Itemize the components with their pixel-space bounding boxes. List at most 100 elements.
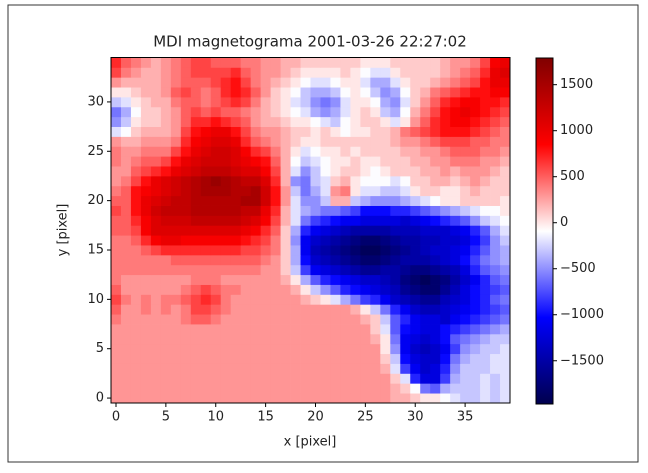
heatmap-cell bbox=[160, 353, 172, 364]
heatmap-cell bbox=[200, 284, 212, 295]
heatmap-cell bbox=[490, 373, 501, 384]
heatmap-cell bbox=[320, 146, 331, 157]
heatmap-cell bbox=[220, 96, 232, 108]
heatmap-cell bbox=[200, 57, 212, 68]
heatmap-cell bbox=[290, 245, 301, 256]
heatmap-cell bbox=[460, 393, 471, 404]
heatmap-cell bbox=[340, 343, 351, 355]
heatmap-cell bbox=[490, 146, 501, 157]
heatmap-cell bbox=[350, 96, 361, 108]
colorbar bbox=[535, 57, 554, 405]
heatmap-cell bbox=[230, 175, 242, 187]
heatmap-cell bbox=[270, 225, 281, 236]
heatmap-cell bbox=[470, 185, 481, 197]
heatmap-cell bbox=[450, 116, 461, 127]
heatmap-cell bbox=[340, 106, 351, 118]
heatmap-cell bbox=[340, 166, 351, 177]
heatmap-cell bbox=[190, 274, 202, 285]
heatmap-cell bbox=[200, 96, 212, 108]
heatmap-cell bbox=[230, 314, 242, 325]
heatmap-cell bbox=[320, 304, 331, 315]
heatmap-cell bbox=[140, 235, 152, 246]
heatmap-cell bbox=[500, 96, 511, 108]
heatmap-cell bbox=[170, 363, 182, 374]
heatmap-cell bbox=[420, 96, 431, 108]
heatmap-cell bbox=[200, 215, 212, 226]
heatmap-cell bbox=[280, 126, 291, 137]
heatmap-cell bbox=[180, 235, 192, 246]
heatmap-cell bbox=[111, 77, 122, 88]
heatmap-cell bbox=[130, 185, 142, 197]
heatmap-cell bbox=[450, 245, 461, 256]
heatmap-cell bbox=[280, 175, 291, 187]
heatmap-cell bbox=[420, 373, 431, 384]
heatmap-cell bbox=[440, 195, 451, 206]
heatmap-cell bbox=[130, 146, 142, 157]
heatmap-cell bbox=[290, 146, 301, 157]
heatmap-cell bbox=[400, 314, 411, 325]
heatmap-cell bbox=[350, 67, 361, 78]
heatmap-cell bbox=[120, 225, 132, 236]
heatmap-cell bbox=[200, 304, 212, 315]
heatmap-cell bbox=[150, 383, 162, 394]
heatmap-cell bbox=[270, 106, 281, 118]
heatmap-cell bbox=[310, 343, 321, 355]
heatmap-cell bbox=[430, 106, 441, 118]
heatmap-cell bbox=[410, 264, 421, 276]
heatmap-cell bbox=[330, 116, 341, 127]
heatmap-cell bbox=[410, 77, 421, 88]
heatmap-cell bbox=[230, 264, 242, 276]
heatmap-cell bbox=[170, 294, 182, 305]
heatmap-cell bbox=[410, 373, 421, 384]
heatmap-cell bbox=[190, 343, 202, 355]
heatmap-cell bbox=[130, 383, 142, 394]
heatmap-cell bbox=[310, 57, 321, 68]
heatmap-cell bbox=[390, 264, 401, 276]
heatmap-cell bbox=[240, 284, 252, 295]
heatmap-cell bbox=[320, 96, 331, 108]
heatmap-cell bbox=[460, 146, 471, 157]
heatmap-cell bbox=[220, 126, 232, 137]
heatmap-cell bbox=[440, 175, 451, 187]
heatmap-cell bbox=[111, 96, 122, 108]
heatmap-cell bbox=[180, 333, 192, 345]
heatmap-cell bbox=[120, 363, 132, 374]
heatmap-cell bbox=[350, 294, 361, 305]
heatmap-cell bbox=[330, 274, 341, 285]
heatmap-cell bbox=[400, 156, 411, 167]
heatmap-cell bbox=[480, 225, 491, 236]
heatmap-cell bbox=[280, 166, 291, 177]
heatmap-cell bbox=[320, 353, 331, 364]
heatmap-cell bbox=[150, 67, 162, 78]
heatmap-cell bbox=[120, 235, 132, 246]
heatmap-cell bbox=[430, 166, 441, 177]
heatmap-cell bbox=[340, 57, 351, 68]
heatmap-cell bbox=[230, 87, 242, 98]
heatmap-cell bbox=[210, 57, 222, 68]
heatmap-cell bbox=[160, 126, 172, 137]
plot-border bbox=[110, 57, 511, 404]
heatmap-cell bbox=[120, 136, 132, 147]
heatmap-cell bbox=[111, 195, 122, 206]
heatmap-cell bbox=[310, 304, 321, 315]
heatmap-cell bbox=[220, 343, 232, 355]
heatmap-cell bbox=[270, 304, 281, 315]
heatmap-cell bbox=[260, 205, 271, 216]
heatmap-cell bbox=[200, 373, 212, 384]
heatmap-cell bbox=[140, 393, 152, 404]
heatmap-cell bbox=[160, 67, 172, 78]
heatmap-cell bbox=[111, 343, 122, 355]
heatmap-cell bbox=[230, 324, 242, 335]
heatmap-cell bbox=[170, 274, 182, 285]
heatmap-cell bbox=[280, 195, 291, 206]
heatmap-cell bbox=[240, 373, 252, 384]
heatmap-cell bbox=[250, 77, 262, 88]
heatmap-cell bbox=[440, 274, 451, 285]
heatmap-cell bbox=[150, 77, 162, 88]
heatmap-cell bbox=[380, 136, 391, 147]
heatmap-cell bbox=[310, 373, 321, 384]
heatmap-cell bbox=[160, 324, 172, 335]
heatmap-cell bbox=[280, 205, 291, 216]
heatmap-cell bbox=[230, 294, 242, 305]
heatmap-cell bbox=[470, 96, 481, 108]
